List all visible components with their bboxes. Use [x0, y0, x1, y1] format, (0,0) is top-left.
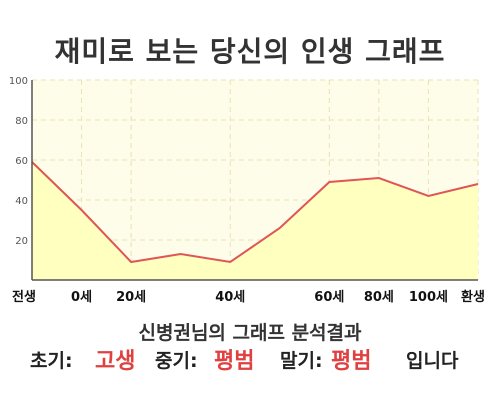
early-value: 고생	[95, 349, 136, 374]
x-tick-label: 60세	[314, 290, 344, 305]
y-tick-label: 80	[15, 116, 28, 127]
life-line	[31, 161, 479, 264]
y-tick-label: 20	[15, 236, 28, 247]
x-tick-label: 80세	[364, 290, 394, 305]
x-tick-label: 전생	[12, 289, 36, 305]
y-tick-label: 40	[15, 196, 28, 207]
y-tick-label: 60	[15, 156, 28, 167]
y-tick-labels: 20 40 60 80 100	[9, 76, 28, 247]
y-tick-label: 100	[9, 76, 28, 87]
late-value: 평범	[331, 349, 372, 374]
result-suffix: 입니다	[406, 350, 459, 372]
early-label: 초기:	[30, 350, 73, 372]
page-title: 재미로 보는 당신의 인생 그래프	[54, 35, 446, 68]
x-tick-label: 0세	[71, 290, 92, 305]
late-label: 말기:	[280, 350, 323, 372]
x-tick-label: 100세	[409, 290, 448, 305]
axes	[31, 80, 478, 281]
middle-label: 중기:	[155, 350, 198, 372]
x-tick-label: 40세	[215, 290, 245, 305]
analysis-summary: 신병권님의 그래프 분석결과	[138, 322, 362, 344]
life-graph-chart: 20 40 60 80 100 전생 0세 20세 40세 60세 80세 100세 환생	[9, 76, 485, 305]
x-tick-labels: 전생 0세 20세 40세 60세 80세 100세 환생	[12, 289, 485, 305]
life-area-fill	[32, 162, 478, 280]
middle-value: 평범	[214, 349, 255, 374]
x-tick-label: 20세	[116, 290, 146, 305]
x-tick-label: 환생	[461, 289, 485, 305]
